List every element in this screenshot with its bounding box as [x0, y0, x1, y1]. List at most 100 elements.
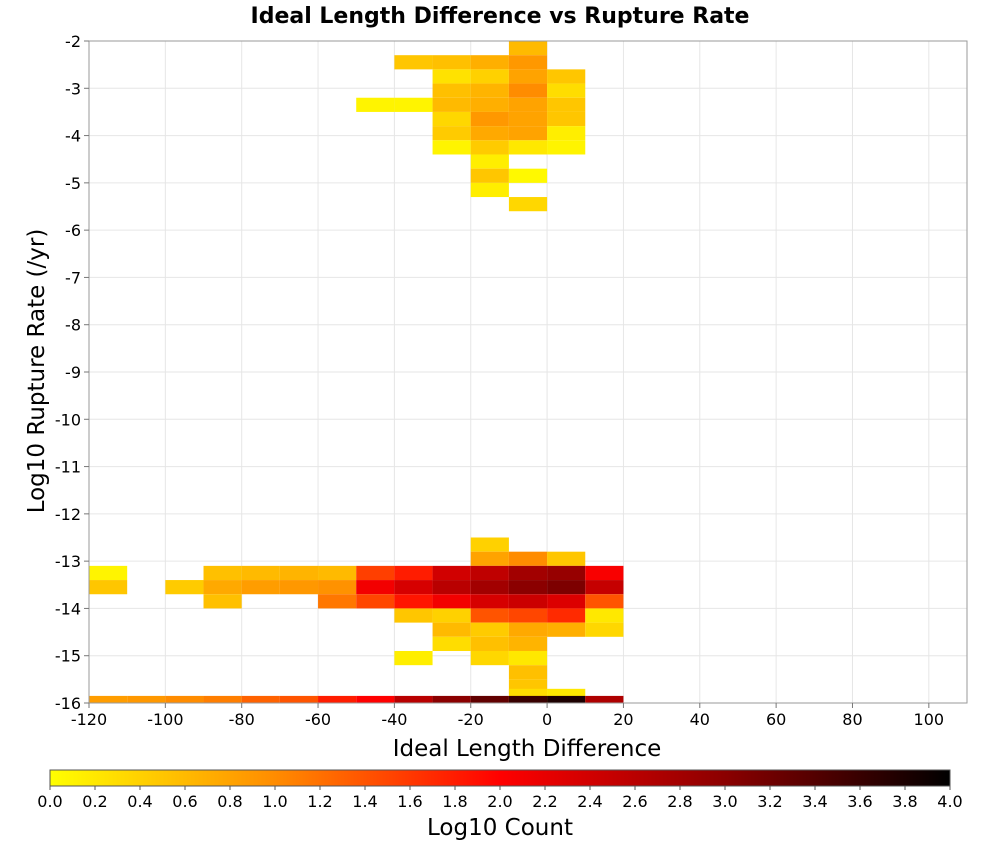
- heatmap-cell: [470, 154, 509, 169]
- y-tick-label: -11: [55, 458, 81, 477]
- heatmap-cell: [127, 695, 166, 703]
- heatmap-cell: [394, 97, 433, 112]
- x-tick-label: 60: [766, 710, 786, 729]
- x-tick-label: -100: [147, 710, 183, 729]
- heatmap-cell: [547, 622, 586, 637]
- heatmap-cell: [432, 69, 471, 84]
- heatmap-cell: [356, 695, 395, 703]
- heatmap-cell: [356, 594, 395, 609]
- y-tick-label: -15: [55, 647, 81, 666]
- heatmap-cell: [470, 111, 509, 127]
- heatmap-cell: [508, 580, 548, 595]
- heatmap-cell: [394, 594, 433, 609]
- heatmap-cell: [508, 83, 548, 98]
- heatmap-cell: [508, 665, 548, 680]
- heatmap-cell: [470, 140, 509, 155]
- heatmap-cell: [432, 55, 471, 70]
- heatmap-cell: [547, 565, 586, 581]
- heatmap-cell: [508, 197, 548, 212]
- heatmap-cell: [470, 622, 509, 637]
- x-axis-title: Ideal Length Difference: [393, 736, 662, 762]
- heatmap-cell: [470, 636, 509, 651]
- heatmap-cell: [547, 594, 586, 609]
- heatmap-cell: [394, 580, 433, 595]
- heatmap-cell: [394, 55, 433, 70]
- y-tick-label: -16: [55, 694, 81, 713]
- heatmap-cell: [508, 565, 548, 581]
- y-tick-label: -4: [65, 127, 81, 146]
- colorbar-tick-label: 1.4: [352, 792, 377, 811]
- heatmap-cell: [203, 695, 242, 703]
- y-tick-label: -3: [65, 79, 81, 98]
- heatmap-cell: [470, 97, 509, 112]
- heatmap-cell: [508, 126, 548, 141]
- heatmap-cell: [508, 69, 548, 84]
- heatmap-cell: [508, 695, 548, 703]
- heatmap-cell: [432, 111, 471, 127]
- y-tick-label: -9: [65, 363, 81, 382]
- heatmap-cell: [203, 565, 242, 581]
- y-tick-label: -13: [55, 552, 81, 571]
- chart-title: Ideal Length Difference vs Rupture Rate: [251, 4, 750, 29]
- heatmap-cell: [585, 565, 624, 581]
- y-axis-title: Log10 Rupture Rate (/yr): [24, 229, 50, 514]
- heatmap-cell: [241, 565, 280, 581]
- heatmap-cell: [470, 551, 509, 566]
- colorbar-tick-label: 2.0: [487, 792, 512, 811]
- heatmap-cell: [470, 695, 509, 703]
- heatmap-cell: [547, 126, 586, 141]
- heatmap-cell: [203, 594, 242, 609]
- heatmap-cell: [318, 565, 357, 581]
- colorbar: [49, 769, 951, 787]
- colorbar-tick-label: 1.0: [262, 792, 287, 811]
- heatmap-cells: [89, 41, 624, 703]
- colorbar-tick-label: 0.8: [217, 792, 242, 811]
- heatmap-cell: [318, 580, 357, 595]
- x-tick-label: 20: [613, 710, 633, 729]
- heatmap-cell: [356, 565, 395, 581]
- heatmap-cell: [432, 580, 471, 595]
- y-tick-label: -2: [65, 32, 81, 51]
- colorbar-tick-label: 2.8: [667, 792, 692, 811]
- heatmap-cell: [585, 608, 624, 623]
- heatmap-cell: [585, 622, 624, 637]
- x-tick-label: -120: [71, 710, 107, 729]
- colorbar-tick-label: 2.2: [532, 792, 557, 811]
- y-tick-label: -14: [55, 599, 81, 618]
- heatmap-cell: [203, 580, 242, 595]
- colorbar-tick-label: 3.6: [847, 792, 872, 811]
- heatmap-cell: [508, 594, 548, 609]
- heatmap-cell: [432, 126, 471, 141]
- heatmap-cell: [241, 580, 280, 595]
- heatmap-cell: [165, 695, 204, 703]
- colorbar-tick-label: 1.2: [307, 792, 332, 811]
- heatmap-cell: [470, 580, 509, 595]
- heatmap-cell: [547, 695, 586, 703]
- heatmap-cell: [394, 650, 433, 666]
- heatmap-cell: [508, 622, 548, 637]
- heatmap-cell: [89, 695, 128, 703]
- colorbar-tick-label: 3.0: [712, 792, 737, 811]
- colorbar-tick-label: 1.6: [397, 792, 422, 811]
- heatmap-cell: [585, 695, 624, 703]
- heatmap-cell: [470, 565, 509, 581]
- colorbar-tick-label: 2.6: [622, 792, 647, 811]
- heatmap-cell: [585, 594, 624, 609]
- heatmap-cell: [508, 111, 548, 127]
- heatmap-cell: [508, 41, 548, 56]
- heatmap-cell: [432, 97, 471, 112]
- heatmap-cell: [470, 594, 509, 609]
- heatmap-cell: [508, 636, 548, 651]
- heatmap-cell: [470, 182, 509, 198]
- x-tick-label: -20: [458, 710, 484, 729]
- heatmap-cell: [89, 565, 128, 581]
- heatmap-cell: [547, 608, 586, 623]
- colorbar-ticks: 0.0 0.2 0.4 0.6 0.8 1.0 1.2 1.4 1.6 1.8 2.0 2.2 2.4 2…: [37, 786, 963, 811]
- heatmap-cell: [432, 695, 471, 703]
- heatmap-cell: [547, 69, 586, 84]
- y-tick-label: -8: [65, 316, 81, 335]
- x-tick-label: 40: [690, 710, 710, 729]
- heatmap-cell: [547, 551, 586, 566]
- heatmap-cell: [508, 551, 548, 566]
- x-axis-ticks: -120 -100 -80 -60 -40 -20 0 20 40 60 80 100: [71, 703, 944, 729]
